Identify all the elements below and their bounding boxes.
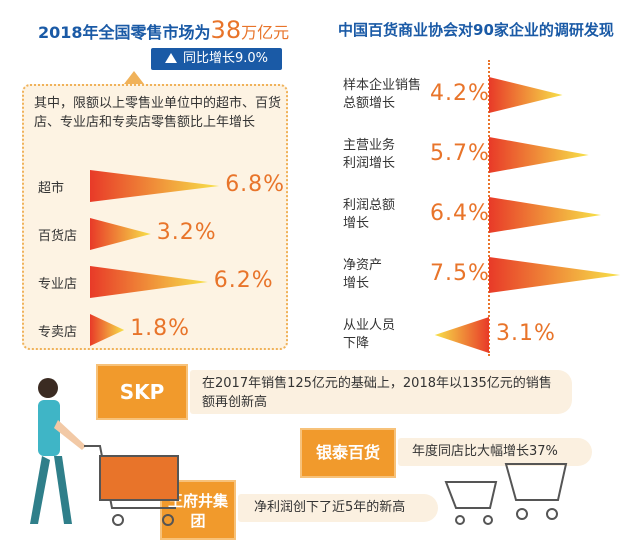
left-category-label: 百货店 <box>38 229 78 244</box>
skp-note: 在2017年销售125亿元的基础上，2018年以135亿元的销售额再创新高 <box>190 370 572 414</box>
retail-callout-panel <box>22 84 288 350</box>
left-title-prefix: 2018年全国零售市场为 <box>38 23 211 42</box>
right-bar-3 <box>489 257 621 293</box>
right-value-label: 6.4% <box>430 201 490 226</box>
left-value-label: 3.2% <box>156 220 217 245</box>
right-category-label: 利润总额 增长 <box>343 198 396 231</box>
left-bar-3 <box>90 314 125 346</box>
right-category-label: 主营业务 利润增长 <box>343 138 396 171</box>
right-value-label: 3.1% <box>496 321 556 346</box>
wfj-brand-box: 王府井集团 <box>160 480 236 540</box>
right-category-label: 样本企业销售 总额增长 <box>343 78 422 111</box>
right-value-label: 4.2% <box>430 81 490 106</box>
right-bar-4 <box>434 317 489 353</box>
left-bar-0 <box>90 170 220 202</box>
right-bar-0 <box>489 77 563 113</box>
right-bar-2 <box>489 197 601 233</box>
yintai-note: 年度同店比大幅增长37% <box>398 438 592 466</box>
left-title-unit: 万亿元 <box>241 23 290 42</box>
left-bar-1 <box>90 218 151 250</box>
left-bar-2 <box>90 266 208 298</box>
right-title: 中国百货商业协会对90家企业的调研发现 <box>338 21 614 39</box>
growth-badge: 同比增长9.0% <box>151 48 282 70</box>
left-category-label: 专卖店 <box>38 325 78 340</box>
right-value-label: 7.5% <box>430 261 490 286</box>
left-value-label: 1.8% <box>130 316 191 341</box>
callout-pointer <box>124 71 144 84</box>
left-title-value: 38 <box>210 16 242 44</box>
right-category-label: 从业人员 下降 <box>343 318 396 351</box>
growth-badge-text: 同比增长9.0% <box>182 51 269 66</box>
left-category-label: 超市 <box>38 181 65 196</box>
yintai-brand-box: 银泰百货 <box>300 428 396 478</box>
left-title: 2018年全国零售市场为38万亿元 <box>38 16 289 44</box>
right-value-label: 5.7% <box>430 141 490 166</box>
left-value-label: 6.2% <box>213 268 274 293</box>
left-category-label: 专业店 <box>38 277 78 292</box>
skp-brand-box: SKP <box>96 364 188 420</box>
wfj-note: 净利润创下了近5年的新高 <box>238 494 438 522</box>
right-category-label: 净资产 增长 <box>343 258 383 291</box>
right-bar-1 <box>489 137 589 173</box>
callout-description: 其中，限额以上零售业单位中的超市、百货店、专业店和专卖店零售额比上年增长 <box>34 96 282 130</box>
up-arrow-icon <box>164 53 177 63</box>
left-value-label: 6.8% <box>225 172 286 197</box>
